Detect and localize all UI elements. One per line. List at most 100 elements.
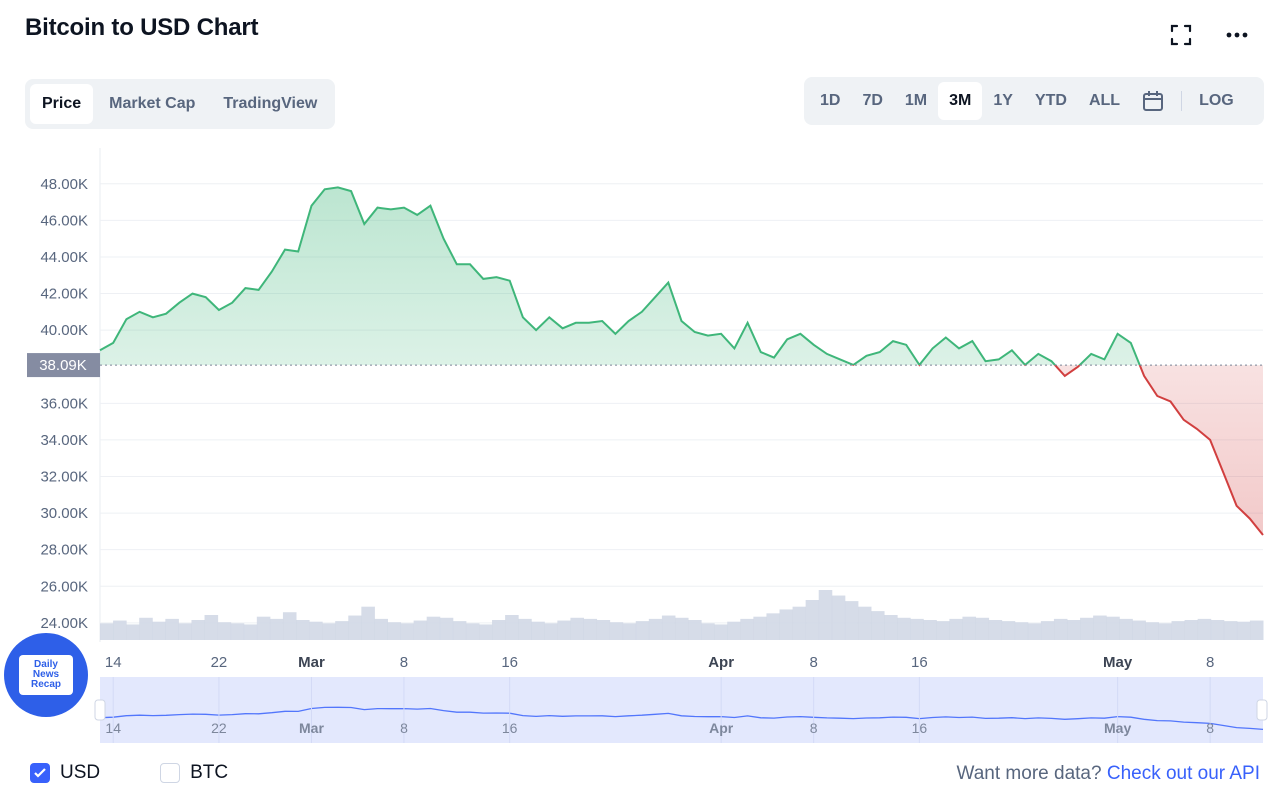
volume-bar [1119,618,1133,640]
volume-bar [139,617,153,640]
volume-bar [857,606,872,640]
volume-bar [753,616,767,640]
volume-bar [361,606,375,640]
volume-bar [1210,620,1225,640]
volume-bar [1040,621,1055,640]
price-line-down [851,365,1264,536]
volume-bar [256,616,271,640]
volume-bar [518,618,532,640]
volume-bar [609,622,624,640]
volume-bar [492,620,506,640]
page-title: Bitcoin to USD Chart [25,14,259,41]
y-tick-label: 30.00K [40,505,88,522]
volume-bar [426,616,441,640]
volume-bar [282,612,297,640]
usd-checkbox[interactable] [30,763,50,783]
x-axis-labels: 14 22 Mar 8 16 Apr 8 16 May 8 [105,654,1214,671]
navigator-tick-label: 22 [211,720,227,736]
y-tick-label: 42.00K [40,286,88,303]
y-tick-label: 36.00K [40,395,88,412]
x-tick-label: 16 [501,654,518,671]
volume-bar [635,621,650,640]
volume-bar [818,590,833,640]
volume-bar [988,620,1003,640]
volume-bar [727,621,741,640]
badge-line-1: Daily [34,659,58,670]
badge-line-3: Recap [30,679,61,690]
range-7d[interactable]: 7D [862,92,883,109]
x-tick-label: Mar [298,654,325,671]
y-axis-labels: 48.00K 46.00K 44.00K 42.00K 40.00K 36.00K 34.0… [40,176,88,632]
volume-bar [936,621,950,640]
current-price-tag: 38.09K [27,353,100,378]
navigator-tick-label: 16 [502,720,518,736]
volume-bar [217,622,232,640]
chart-type-tabs: Price Market Cap TradingView [25,79,335,129]
more-icon[interactable] [1224,22,1250,48]
volume-bar [740,618,754,640]
volume-bar [505,615,519,640]
x-tick-label: 14 [105,654,122,671]
navigator-tick-label: 14 [105,720,121,736]
volume-bar [531,621,545,640]
volume-bar [230,623,245,640]
navigator-tick-label: 16 [912,720,928,736]
volume-bar [204,615,219,640]
y-tick-label: 26.00K [40,578,88,595]
volume-bar [1053,618,1068,640]
range-1y[interactable]: 1Y [993,92,1013,109]
volume-bar [949,618,963,640]
usd-label: USD [60,762,101,783]
btc-checkbox[interactable] [160,763,181,783]
calendar-icon[interactable] [1131,82,1175,120]
volume-bar [1197,618,1212,640]
volume-bar [400,623,415,640]
range-1m[interactable]: 1M [904,92,928,109]
range-3m[interactable]: 3M [938,82,983,120]
volume-bar [844,601,859,640]
navigator-handle-left[interactable] [94,699,106,721]
volume-bar [570,617,584,640]
volume-bar [674,617,689,640]
price-area-down [1055,365,1263,535]
navigator-handle-right[interactable] [1256,699,1268,721]
x-tick-label: 8 [400,654,408,671]
volume-bar [1184,620,1199,640]
volume-bar [1171,621,1186,640]
fullscreen-icon[interactable] [1168,22,1194,48]
volume-bar [1093,615,1107,640]
volume-bar [243,624,258,640]
volume-bar [910,618,924,640]
volume-bar [113,620,127,640]
volume-bar [596,620,611,640]
volume-bar [622,623,637,640]
volume-bar [792,606,807,640]
tab-tradingview[interactable]: TradingView [223,95,318,112]
volume-bar [701,623,715,640]
navigator-line [99,706,1264,731]
range-1d[interactable]: 1D [820,92,841,109]
volume-bar [870,611,885,640]
volume-bar [583,618,598,640]
y-tick-label: 24.00K [40,615,88,632]
current-price-label: 38.09K [39,357,87,374]
api-link[interactable]: Check out our API [1106,763,1260,784]
volume-bar [779,609,794,640]
volume-bar [544,623,558,640]
y-tick-label: 40.00K [40,322,88,339]
tab-market-cap[interactable]: Market Cap [109,95,196,112]
volume-bar [805,600,820,640]
time-range-selector: 1D 7D 1M 3M 1Y YTD ALL LOG [804,77,1264,125]
range-ytd[interactable]: YTD [1034,92,1067,109]
volume-bar [1001,621,1016,640]
volume-bar [1223,621,1238,640]
volume-bar [1132,620,1146,640]
range-all[interactable]: ALL [1088,92,1121,109]
navigator-tick-label: 8 [810,720,818,736]
log-toggle[interactable]: LOG [1199,92,1234,109]
volume-bar [1236,621,1251,640]
volume-bar [923,620,937,640]
navigator[interactable]: 14 22 Mar 8 16 Apr 8 16 May 8 [94,677,1268,743]
tab-price[interactable]: Price [30,84,94,124]
volume-bar [661,615,676,640]
